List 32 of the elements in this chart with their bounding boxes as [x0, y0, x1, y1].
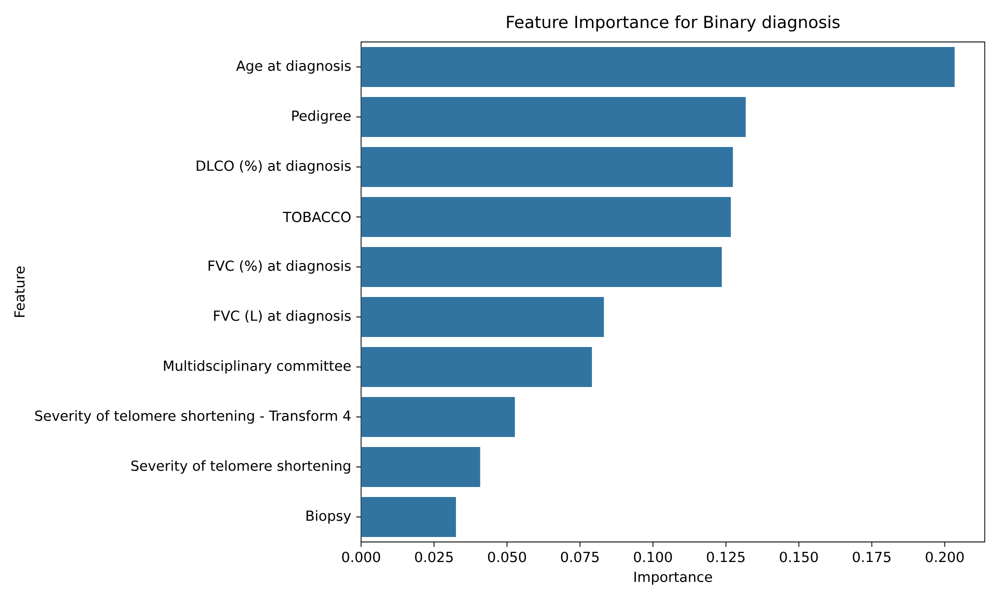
bar	[361, 46, 955, 87]
y-tick-label: Age at diagnosis	[236, 60, 351, 74]
y-tick-label: TOBACCO	[282, 212, 351, 222]
y-tick-label: FVC (%) at diagnosis	[208, 260, 351, 274]
x-tick-label: 0.075	[561, 552, 599, 562]
y-tick-label: Severity of telomere shortening	[131, 460, 350, 474]
bar	[361, 196, 731, 237]
x-tick-label: 0.000	[342, 552, 380, 562]
bar	[361, 296, 604, 337]
y-tick-label: DLCO (%) at diagnosis	[196, 160, 351, 174]
x-tick-label: 0.150	[780, 552, 818, 562]
bar	[361, 146, 733, 187]
y-tick-label: Pedigree	[292, 110, 351, 124]
x-axis-title: Importance	[634, 572, 712, 585]
y-axis-title: Feature	[14, 266, 25, 317]
bar	[361, 246, 722, 287]
chart-title: Feature Importance for Binary diagnosis	[507, 15, 840, 32]
bar	[361, 346, 592, 387]
bar	[361, 396, 515, 437]
x-tick-label: 0.200	[926, 552, 964, 562]
x-tick-label: 0.050	[488, 552, 526, 562]
x-tick-label: 0.125	[706, 552, 745, 562]
y-tick-label: FVC (L) at diagnosis	[214, 310, 351, 324]
x-tick-label: 0.100	[634, 552, 672, 562]
bar	[361, 96, 746, 137]
y-tick-label: Multidsciplinary committee	[164, 360, 351, 374]
y-tick-label: Severity of telomere shortening - Transform 4	[35, 410, 351, 424]
bar	[361, 446, 480, 487]
x-tick-label: 0.175	[852, 552, 890, 562]
y-tick-label: Biopsy	[306, 510, 351, 524]
x-tick-label: 0.025	[415, 552, 453, 562]
bar	[361, 496, 456, 537]
